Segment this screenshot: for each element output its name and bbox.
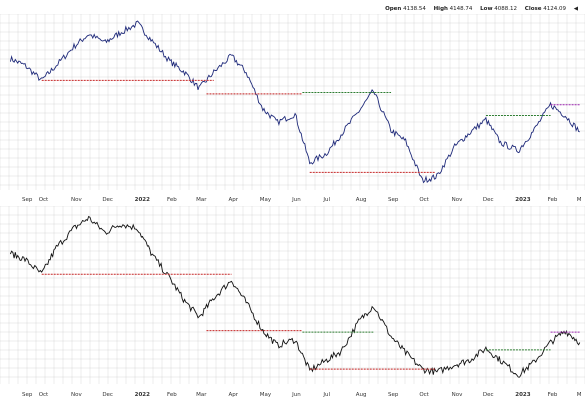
x-tick-label: Mar — [196, 392, 207, 398]
x-tick-label: Nov — [71, 392, 82, 398]
x-tick-label: Dec — [102, 197, 113, 203]
x-tick-label: Apr — [228, 392, 238, 398]
price-chart-top: Sep Oct Nov Dec 2022 Feb Mar Apr May Jun Jul Aug Sep… — [0, 14, 585, 203]
x-tick-label: M — [577, 392, 582, 398]
x-tick-label: Sep — [22, 392, 33, 398]
x-tick-label: Feb — [167, 392, 177, 398]
x-tick-label: Oct — [419, 392, 429, 398]
x-tick-label: 2022 — [135, 197, 150, 203]
x-tick-label: M — [577, 197, 582, 203]
x-tick-label: Sep — [22, 197, 33, 203]
x-tick-label: May — [260, 197, 272, 203]
price-series-line — [9, 215, 581, 378]
x-tick-label: 2023 — [515, 392, 530, 398]
high-value: 4148.74 — [449, 6, 473, 12]
x-tick-label: Feb — [167, 197, 177, 203]
x-tick-label: Oct — [39, 197, 49, 203]
x-tick-label: Dec — [102, 392, 113, 398]
x-tick-label: 2023 — [515, 197, 530, 203]
x-tick-label: Oct — [419, 197, 429, 203]
x-tick-label: Apr — [228, 197, 238, 203]
x-tick-label: Sep — [388, 392, 399, 398]
x-tick-label: Jul — [322, 392, 330, 398]
x-tick-label: Nov — [452, 197, 463, 203]
x-tick-label: Feb — [548, 197, 558, 203]
low-value: 4088.12 — [494, 6, 518, 12]
x-tick-label: 2022 — [135, 392, 150, 398]
low-label: Low — [480, 6, 493, 12]
x-tick-label: Jun — [291, 392, 301, 398]
open-label: Open — [385, 6, 402, 12]
x-tick-label: Dec — [483, 197, 494, 203]
x-tick-label: Jul — [322, 197, 330, 203]
price-series-line — [9, 20, 580, 184]
grid — [0, 14, 585, 190]
x-tick-label: Dec — [483, 392, 494, 398]
x-tick-label: Aug — [356, 392, 367, 398]
x-tick-label: Nov — [452, 392, 463, 398]
ohlc-readout: Open 4138.54 High 4148.74 Low 4088.12 Cl… — [385, 6, 581, 12]
grid — [0, 206, 585, 384]
price-chart-bottom: Sep Oct Nov Dec 2022 Feb Mar Apr May Jun Jul Aug Sep… — [0, 206, 585, 398]
x-tick-label: Mar — [196, 197, 207, 203]
x-tick-label: Sep — [388, 197, 399, 203]
x-tick-label: Aug — [356, 197, 367, 203]
scroll-right-icon[interactable]: ◀ — [573, 6, 578, 12]
close-label: Close — [524, 6, 542, 12]
x-tick-label: Oct — [39, 392, 49, 398]
x-tick-label: Nov — [71, 197, 82, 203]
close-value: 4124.09 — [543, 6, 567, 12]
open-value: 4138.54 — [403, 6, 426, 12]
x-tick-label: May — [260, 392, 272, 398]
x-tick-label: Feb — [548, 392, 558, 398]
high-label: High — [433, 6, 448, 12]
x-tick-label: Jun — [291, 197, 301, 203]
